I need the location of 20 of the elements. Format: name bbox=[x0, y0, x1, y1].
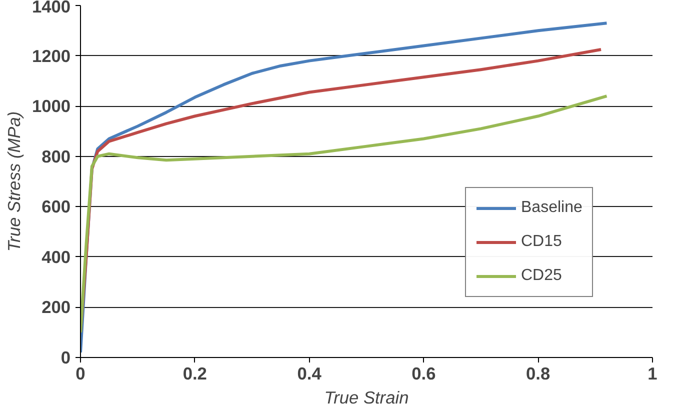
x-tick-label: 0.4 bbox=[297, 364, 322, 384]
x-tick-label: 0.2 bbox=[182, 364, 207, 384]
y-tick-label: 0 bbox=[60, 348, 71, 368]
x-tick-label: 0.6 bbox=[412, 364, 436, 384]
x-tick-label: 0 bbox=[76, 364, 86, 384]
legend-label: CD15 bbox=[521, 233, 562, 251]
y-tick-label: 600 bbox=[42, 196, 71, 217]
y-tick-label: 1200 bbox=[32, 46, 71, 66]
y-tick-label: 1400 bbox=[32, 0, 71, 16]
x-tick-label: 0.8 bbox=[526, 364, 551, 384]
line-series bbox=[80, 94, 608, 334]
y-tick-label: 1000 bbox=[32, 96, 71, 116]
x-tick-label: 1 bbox=[648, 364, 658, 384]
legend-label: Baseline bbox=[521, 199, 582, 217]
y-tick-label: 400 bbox=[42, 246, 71, 267]
legend-label: CD25 bbox=[521, 267, 562, 285]
x-axis-title: True Strain bbox=[324, 388, 409, 408]
y-axis-title: True Stress (MPa) bbox=[4, 111, 24, 252]
y-tick-label: 200 bbox=[42, 297, 71, 318]
y-tick-label: 800 bbox=[42, 146, 71, 166]
